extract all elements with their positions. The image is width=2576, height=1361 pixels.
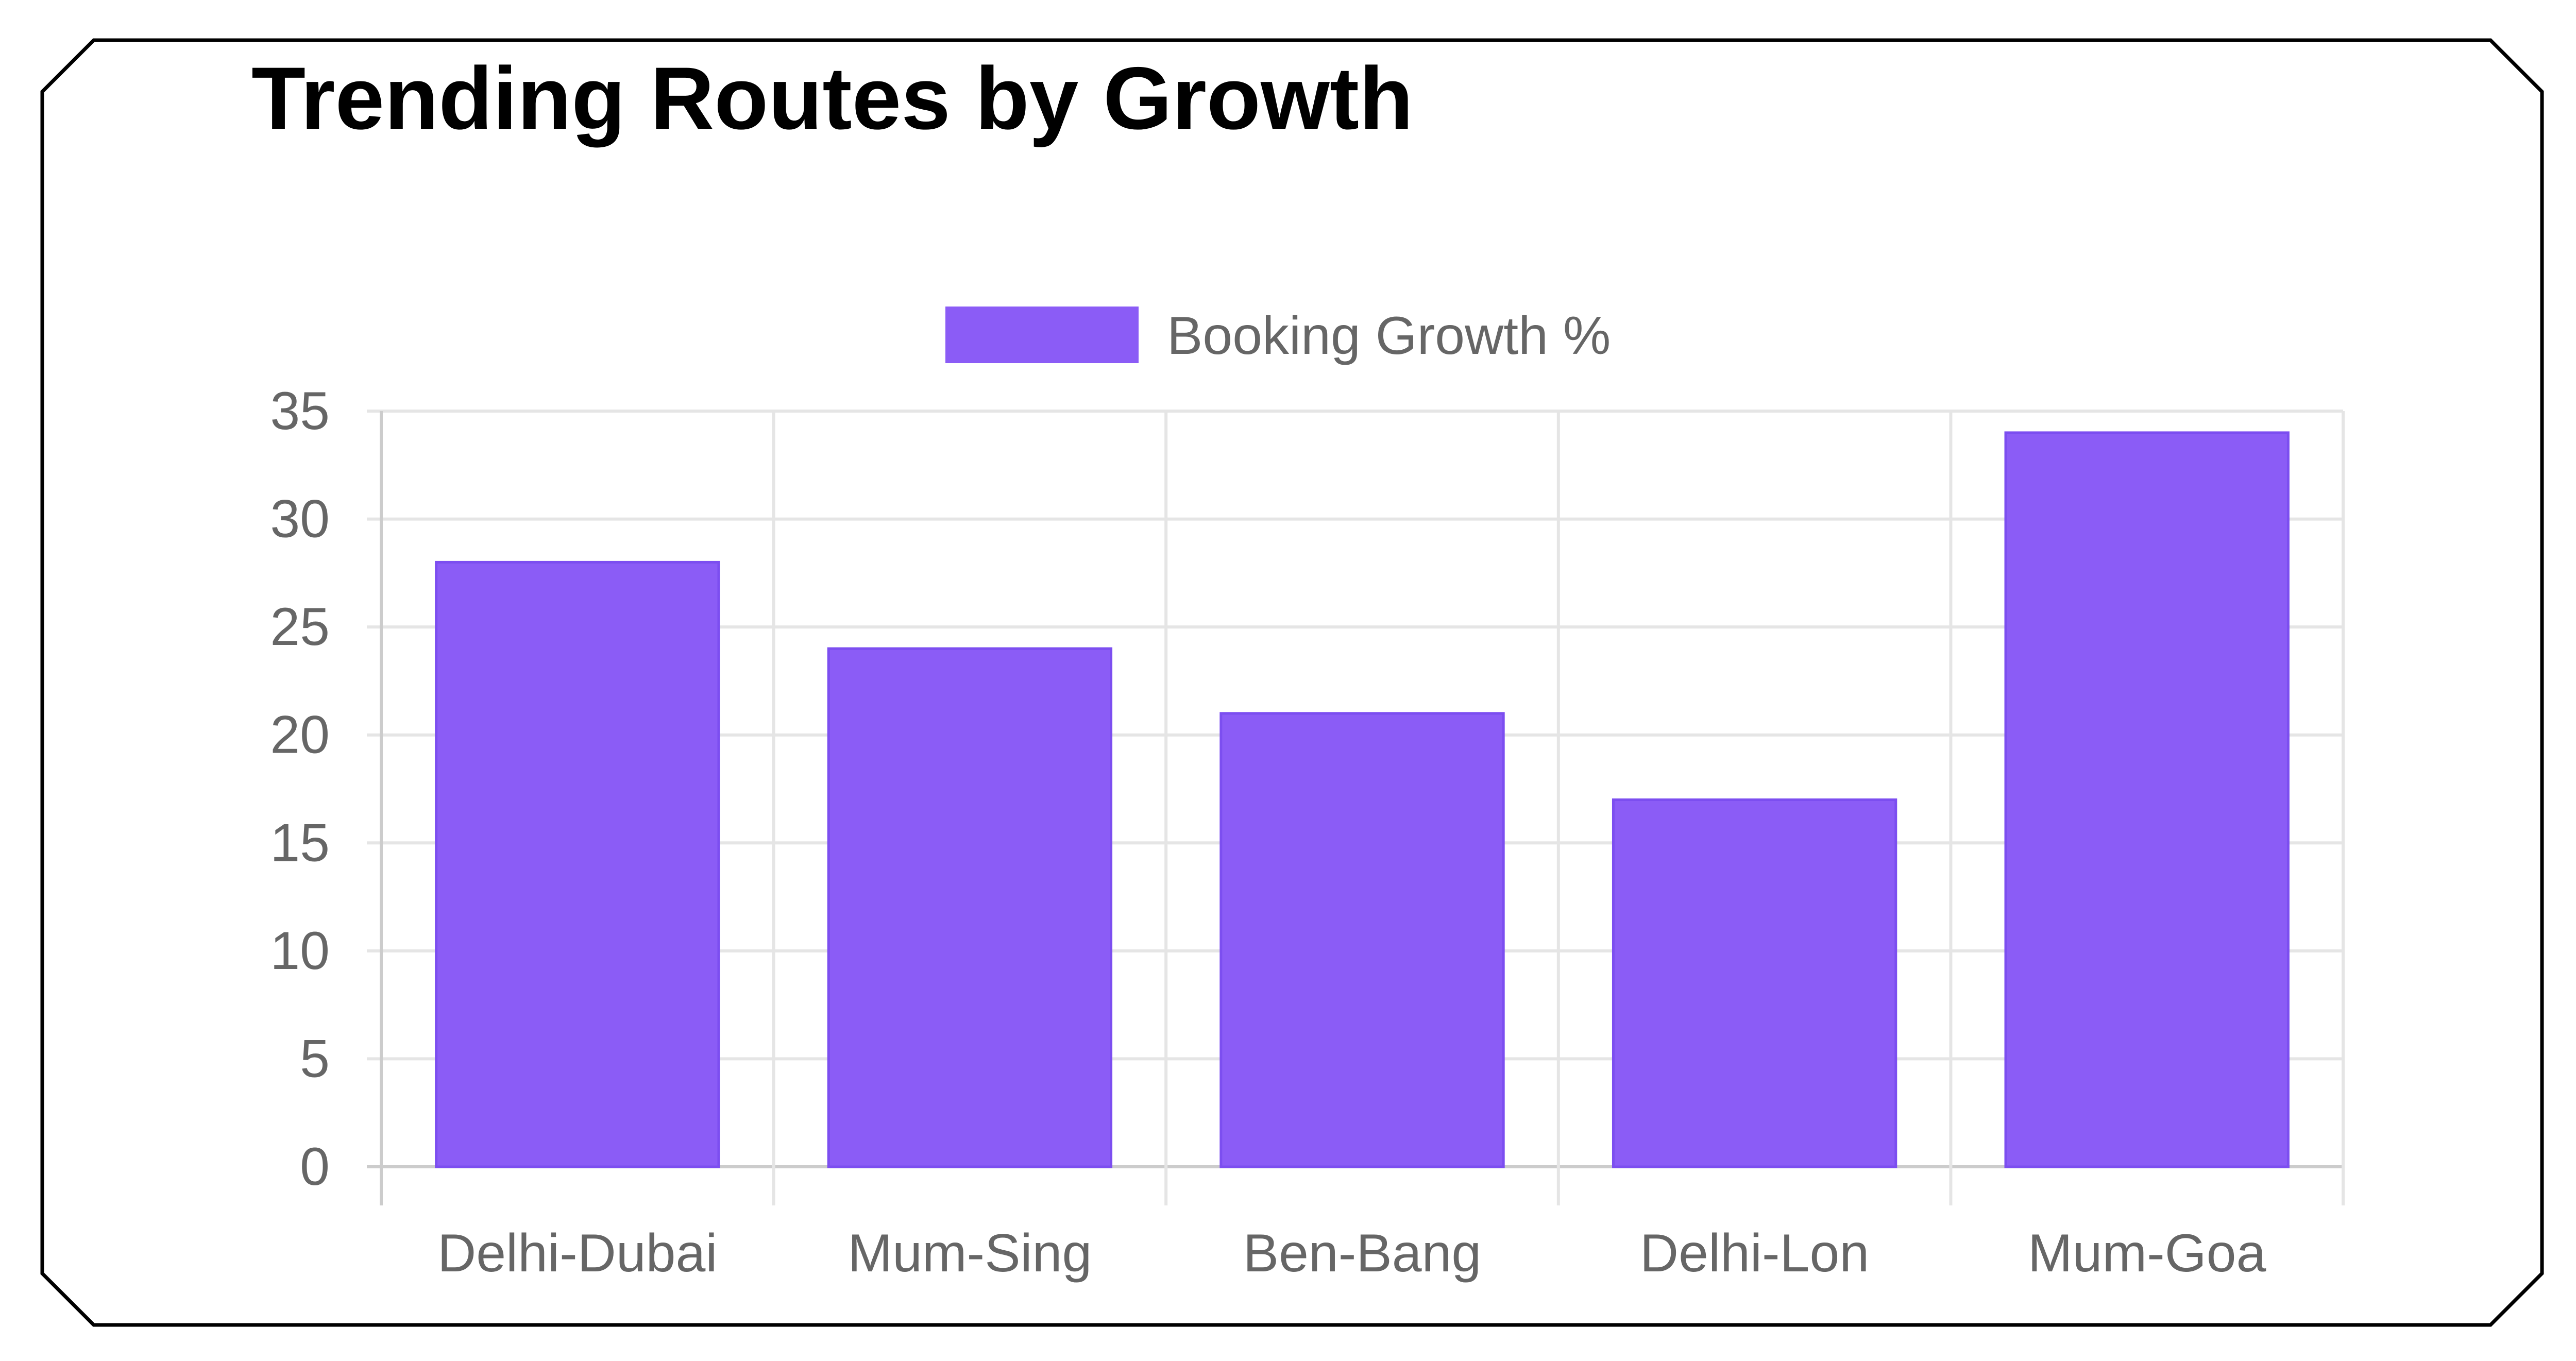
y-tick-label: 25	[270, 597, 330, 657]
bar[interactable]	[1612, 798, 1897, 1168]
bar[interactable]	[435, 560, 720, 1168]
y-tick-label: 5	[300, 1029, 330, 1088]
x-tick-label: Delhi-Dubai	[437, 1223, 717, 1283]
x-tick-label: Ben-Bang	[1243, 1223, 1482, 1283]
x-tick-label: Mum-Goa	[2028, 1223, 2266, 1283]
y-tick-label: 35	[270, 381, 330, 441]
bar[interactable]	[827, 647, 1113, 1168]
legend-swatch[interactable]	[945, 307, 1139, 363]
bar[interactable]	[2004, 431, 2290, 1168]
y-tick-label: 20	[270, 705, 330, 765]
y-tick-label: 30	[270, 489, 330, 549]
y-tick-label: 15	[270, 813, 330, 873]
legend[interactable]: Booking Growth %	[945, 306, 1611, 366]
y-axis-ticks: 0 5 10 15 20 25 30 35	[270, 381, 330, 1197]
chart-title: Trending Routes by Growth	[251, 49, 1414, 148]
bar[interactable]	[1219, 712, 1505, 1168]
y-tick-label: 0	[300, 1137, 330, 1197]
x-tick-label: Mum-Sing	[848, 1223, 1092, 1283]
x-axis-ticks: Delhi-Dubai Mum-Sing Ben-Bang Delhi-Lon Mum-…	[437, 1223, 2266, 1283]
y-tick-label: 10	[270, 921, 330, 981]
legend-label[interactable]: Booking Growth %	[1167, 306, 1611, 366]
bars	[435, 431, 2290, 1168]
x-tick-label: Delhi-Lon	[1640, 1223, 1869, 1283]
